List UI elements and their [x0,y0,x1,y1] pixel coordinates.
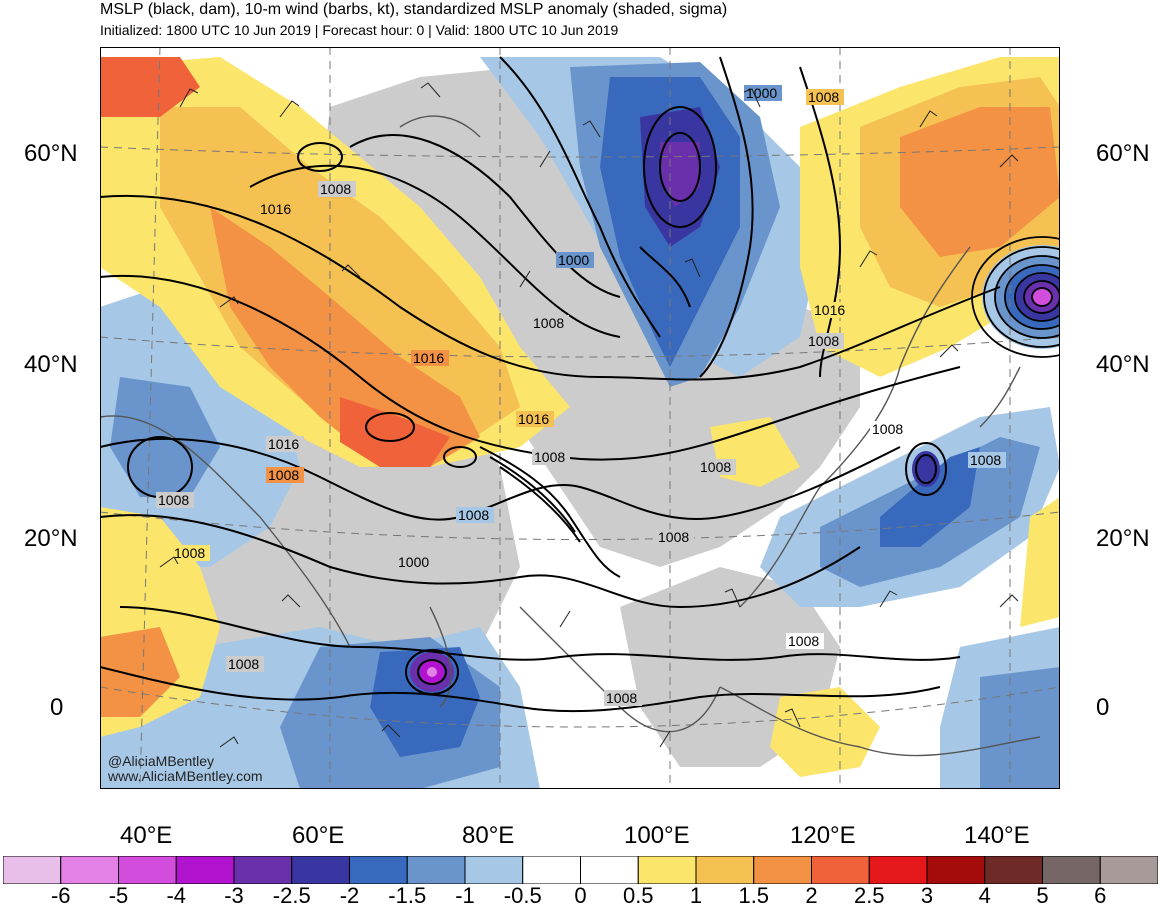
colorbar-swatch [291,856,350,884]
orange-nw-corner [100,57,200,117]
isobar-label: 1008 [533,315,564,331]
redorange-west [340,397,450,467]
isobar-label: 1008 [970,452,1001,468]
isobar-label: 1016 [268,436,299,452]
blue-dark-east [880,447,980,547]
map-title: MSLP (black, dam), 10-m wind (barbs, kt)… [100,1,728,18]
colorbar-tick-label: 2.5 [853,883,885,908]
isobar-label: 1016 [413,350,444,366]
isobar-label: 1008 [808,333,839,349]
colorbar-swatch [753,856,812,884]
lat-label-0-left: 0 [50,694,64,721]
colorbar-tick-label: -2 [339,883,360,908]
isobar-label: 1008 [268,467,299,483]
colorbar-swatch [175,856,235,884]
yellow-east-edge [1020,497,1060,627]
colorbar-swatch [1042,856,1101,884]
colorbar-swatch [811,856,870,884]
colorbar-tick-label: 0.5 [622,883,654,908]
isobar-label: 1008 [158,492,189,508]
isobar-label: 1008 [228,656,259,672]
lon-label-80e: 80°E [462,822,515,849]
orange-sw [100,627,180,717]
colorbar-swatch [868,856,928,884]
colorbar-tick-label: -1.5 [388,883,427,908]
blue-mid-se [980,667,1060,789]
isobar-label: 1016 [260,201,291,217]
colorbar-swatch [118,856,177,884]
graticule [100,47,1060,789]
isobar-labels: 1016 1008 1016 1000 1008 1008 1016 1016 … [156,85,1006,706]
isobar-label: 1008 [534,449,565,465]
pacific-low-contours [971,236,1060,358]
orange-ne [900,107,1060,257]
isobar-label: 1008 [788,633,819,649]
wind-barbs [159,82,1019,748]
lat-label-40n-right: 40°N [1096,351,1150,378]
credit-website: www.AliciaMBentley.com [108,768,263,784]
credit-handle: @AliciaMBentley [108,753,215,769]
colorbar-tick-label: 6 [1094,883,1107,908]
colorbar-tick-label: 1.5 [738,883,770,908]
orange-west [210,207,480,467]
isobar-label: 1008 [320,181,351,197]
isobar-label: 1008 [606,690,637,706]
colorbar [3,856,1158,884]
isobar-label: 1008 [174,545,205,561]
colorbar-swatch [349,856,408,884]
colorbar-tick-label: -5 [108,883,129,908]
colorbar-tick-label: 2 [805,883,818,908]
lon-label-60e: 60°E [292,822,345,849]
colorbar-tick-label: 1 [689,883,703,908]
colorbar-swatch [233,856,293,884]
lat-label-20n-right: 20°N [1096,525,1150,552]
colorbar-tick-label: -1 [455,883,475,908]
lon-label-120e: 120°E [790,822,856,849]
colorbar-swatch [695,856,755,884]
colorbar-swatch [926,856,986,884]
lat-label-40n-left: 40°N [24,351,78,378]
isobar-label: 1000 [398,554,429,570]
lat-label-60n-left: 60°N [24,140,78,167]
colorbar-swatch [3,856,62,884]
colorbar-swatch [1099,856,1158,884]
colorbar-swatch [60,856,119,884]
colorbar-tick-label: -4 [166,883,187,908]
isobar-label: 1008 [658,529,689,545]
isobar-label: 1008 [872,421,903,437]
lat-label-60n-right: 60°N [1096,140,1150,167]
isobar-label: 1008 [808,89,839,105]
colorbar-swatch [406,856,466,884]
colorbar-swatch [522,856,581,884]
lon-label-140e: 140°E [964,822,1030,849]
isobar-label: 1016 [518,411,549,427]
lon-label-40e: 40°E [120,822,173,849]
colorbar-swatch [580,856,639,884]
lat-label-20n-left: 20°N [24,525,78,552]
coastlines [100,115,1041,757]
isobar-label: 1016 [814,302,845,318]
isobar-label: 1000 [558,252,589,268]
yellow-se [770,687,880,777]
colorbar-tick-label: 5 [1036,883,1049,908]
colorbar-swatch [637,856,697,884]
colorbar-tick-label: -3 [224,883,244,908]
colorbar-swatch [984,856,1043,884]
colorbar-tick-label: -2.5 [272,883,311,908]
colorbar-tick-label: 3 [920,883,934,908]
isobar-label: 1008 [458,507,489,523]
isobars [100,56,1001,713]
lat-label-0-right: 0 [1096,694,1110,721]
colorbar-swatch [464,856,524,884]
colorbar-tick-label: 0 [574,883,587,908]
lon-label-100e: 100°E [624,822,690,849]
isobar-label: 1008 [700,459,731,475]
map-panel: 1016 1008 1016 1000 1008 1008 1016 1016 … [100,47,1060,789]
colorbar-tick-label: -6 [50,883,71,908]
map-subtitle: Initialized: 1800 UTC 10 Jun 2019 | Fore… [100,22,619,38]
colorbar-tick-label: -0.5 [503,883,542,908]
isobar-label: 1000 [746,85,777,101]
colorbar-tick-label: 4 [978,883,991,908]
